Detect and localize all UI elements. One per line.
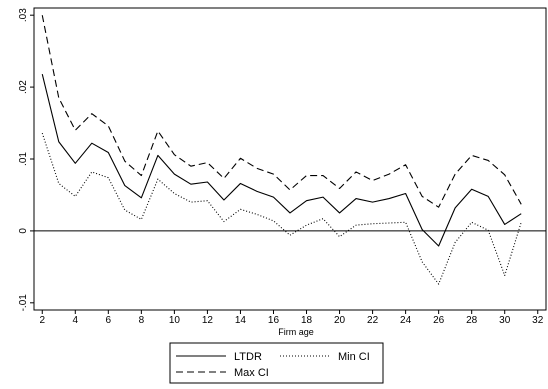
y-tick-label: -.01: [18, 294, 29, 312]
series-layer: [41, 15, 522, 285]
x-tick-label: 26: [433, 315, 445, 326]
y-tick-label: .03: [18, 8, 29, 22]
y-tick-label: .01: [18, 152, 29, 166]
series-max-ci-line: [41, 15, 522, 208]
x-tick-label: 10: [169, 315, 181, 326]
x-axis-title: Firm age: [278, 327, 314, 337]
x-tick-label: 14: [235, 315, 247, 326]
series-min-ci-line: [41, 132, 522, 285]
legend-label: LTDR: [234, 351, 262, 363]
series-ltdr-line: [41, 74, 522, 247]
x-tick-label: 16: [268, 315, 280, 326]
x-tick-label: 6: [106, 315, 112, 326]
y-tick-label: .02: [18, 80, 29, 94]
x-tick-label: 22: [367, 315, 379, 326]
x-tick-label: 24: [400, 315, 412, 326]
x-tick-label: 30: [499, 315, 511, 326]
x-tick-label: 28: [466, 315, 478, 326]
x-tick-label: 8: [139, 315, 145, 326]
x-tick-label: 18: [301, 315, 313, 326]
x-tick-label: 2: [39, 315, 45, 326]
legend: LTDR Min CI Max CI: [169, 342, 384, 384]
x-tick-label: 12: [202, 315, 214, 326]
legend-label: Max CI: [234, 367, 269, 379]
x-tick-label: 32: [532, 315, 544, 326]
legend-label: Min CI: [338, 351, 370, 363]
axes: 2 4 6 8 10 12 14 16 18 20 22 24 26 28 30 32-.010.01.02.…: [18, 8, 546, 326]
y-tick-label: 0: [18, 228, 29, 234]
x-tick-label: 20: [334, 315, 346, 326]
legend-box: [169, 342, 384, 384]
x-tick-label: 4: [73, 315, 79, 326]
